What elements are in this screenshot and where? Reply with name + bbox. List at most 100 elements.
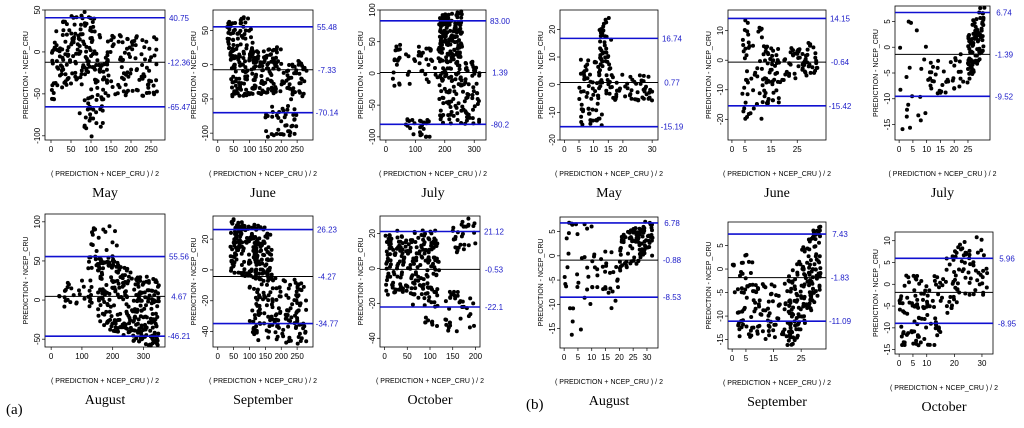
y-tick-label: 0 bbox=[368, 71, 377, 76]
data-point bbox=[632, 255, 637, 260]
data-point bbox=[759, 35, 764, 40]
data-point bbox=[898, 87, 903, 92]
data-point bbox=[301, 91, 306, 96]
data-point bbox=[391, 280, 396, 285]
data-point bbox=[152, 330, 157, 335]
data-point bbox=[457, 54, 462, 59]
data-point bbox=[423, 315, 428, 320]
data-point bbox=[439, 47, 444, 52]
data-point bbox=[133, 43, 138, 48]
data-point bbox=[81, 63, 86, 68]
data-point bbox=[109, 314, 114, 319]
data-point bbox=[117, 317, 122, 322]
plot-frame bbox=[44, 9, 166, 141]
data-point bbox=[967, 76, 972, 81]
data-point bbox=[783, 302, 788, 307]
data-point bbox=[955, 281, 960, 286]
data-point bbox=[286, 295, 291, 300]
data-point bbox=[95, 85, 100, 90]
data-point bbox=[63, 79, 68, 84]
x-tick-label: 0 bbox=[897, 145, 902, 154]
data-point bbox=[400, 234, 404, 239]
data-point bbox=[944, 267, 949, 272]
data-point bbox=[787, 71, 792, 76]
data-point bbox=[904, 75, 909, 79]
data-point bbox=[279, 61, 284, 66]
data-point bbox=[442, 31, 446, 36]
data-point bbox=[90, 20, 95, 24]
data-point bbox=[971, 31, 976, 36]
data-point bbox=[759, 116, 764, 121]
data-point bbox=[979, 248, 984, 253]
upper-value-label: 83.00 bbox=[490, 17, 511, 26]
data-point bbox=[125, 37, 130, 42]
data-point bbox=[781, 332, 786, 337]
data-point bbox=[147, 46, 152, 51]
x-tick-label: 250 bbox=[144, 145, 158, 154]
y-tick-label: 50 bbox=[33, 256, 42, 265]
data-point bbox=[771, 98, 775, 103]
data-point bbox=[904, 332, 909, 337]
data-point bbox=[913, 303, 918, 308]
data-point bbox=[900, 343, 905, 347]
data-point bbox=[231, 43, 236, 47]
data-point bbox=[448, 105, 453, 109]
month-title: June bbox=[250, 186, 276, 201]
data-point bbox=[423, 72, 428, 77]
data-point bbox=[924, 325, 929, 330]
data-point bbox=[401, 262, 406, 267]
data-point bbox=[242, 267, 247, 272]
data-point bbox=[291, 112, 296, 117]
data-point bbox=[437, 83, 442, 88]
data-point bbox=[566, 231, 571, 236]
data-point bbox=[58, 73, 62, 78]
data-point bbox=[812, 244, 817, 249]
data-point bbox=[785, 343, 790, 347]
data-point bbox=[615, 278, 620, 283]
data-point bbox=[399, 272, 404, 277]
data-point bbox=[225, 36, 230, 41]
data-point bbox=[961, 79, 966, 84]
x-tick-label: 100 bbox=[75, 352, 89, 361]
y-tick-label: 0 bbox=[201, 62, 210, 67]
data-point bbox=[944, 304, 949, 309]
x-tick-label: 25 bbox=[793, 145, 802, 154]
data-point bbox=[422, 251, 427, 256]
data-point bbox=[966, 67, 970, 71]
data-point bbox=[259, 257, 264, 262]
data-point bbox=[582, 255, 587, 260]
data-point bbox=[153, 289, 158, 294]
data-point bbox=[80, 278, 84, 283]
data-point bbox=[94, 249, 99, 253]
data-point bbox=[968, 276, 973, 281]
month-title: September bbox=[747, 395, 807, 410]
data-point bbox=[404, 238, 409, 243]
data-point bbox=[590, 107, 595, 112]
data-point bbox=[412, 281, 417, 286]
x-tick-label: 300 bbox=[468, 145, 482, 154]
data-point bbox=[967, 33, 972, 37]
data-point bbox=[953, 273, 958, 278]
data-point bbox=[451, 237, 456, 242]
data-point bbox=[642, 86, 647, 91]
data-point bbox=[802, 69, 807, 74]
data-point bbox=[633, 239, 638, 244]
data-point bbox=[449, 51, 454, 56]
data-point bbox=[392, 290, 397, 295]
x-tick-label: 15 bbox=[769, 354, 778, 363]
data-point bbox=[94, 121, 99, 126]
data-point bbox=[400, 251, 405, 256]
data-point bbox=[249, 267, 254, 272]
data-point bbox=[64, 62, 69, 67]
data-point bbox=[288, 130, 293, 135]
data-point bbox=[63, 287, 68, 292]
data-point bbox=[813, 267, 818, 272]
data-point bbox=[585, 287, 590, 292]
data-point bbox=[270, 87, 275, 92]
points bbox=[577, 16, 655, 128]
data-point bbox=[450, 11, 454, 16]
data-point bbox=[427, 258, 432, 263]
data-point bbox=[133, 307, 138, 312]
data-point bbox=[606, 54, 611, 59]
data-point bbox=[98, 107, 103, 112]
